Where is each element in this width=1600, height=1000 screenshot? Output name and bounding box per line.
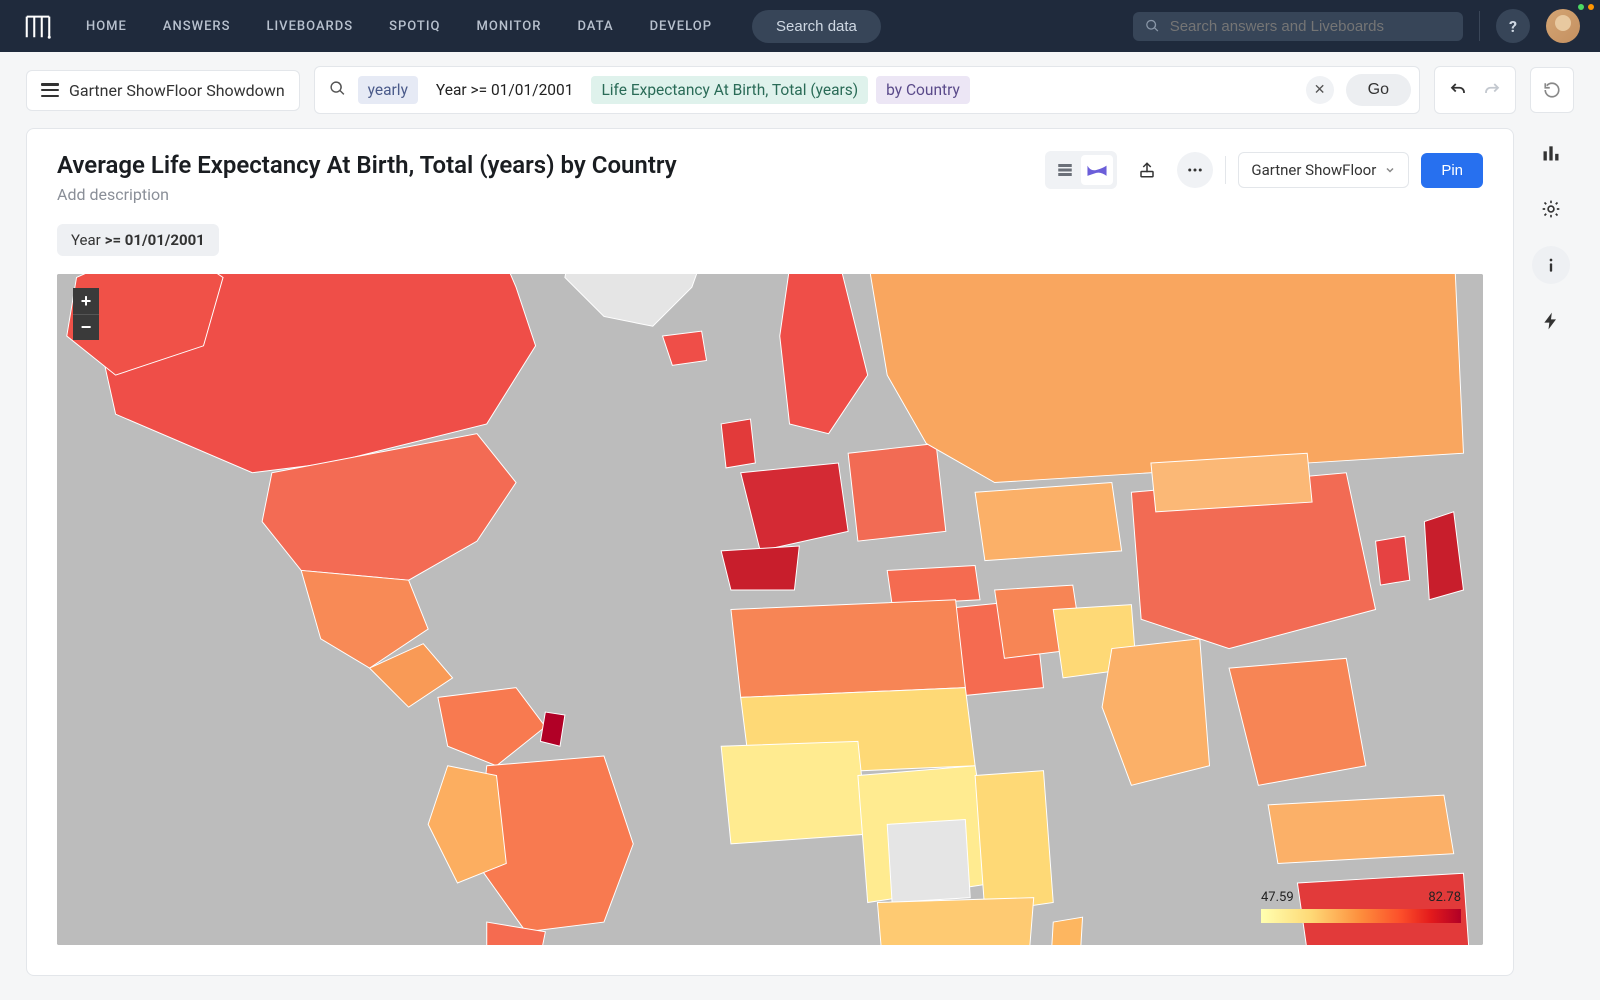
legend-min: 47.59: [1261, 890, 1294, 905]
region-russia[interactable]: [868, 274, 1464, 483]
region-southern-africa[interactable]: [877, 898, 1033, 945]
go-button[interactable]: Go: [1346, 74, 1411, 106]
nav-home[interactable]: HOME: [86, 19, 127, 34]
table-view-button[interactable]: [1049, 155, 1081, 185]
pin-button[interactable]: Pin: [1421, 153, 1483, 188]
query-token-yearly[interactable]: yearly: [358, 76, 418, 104]
nav-items: HOME ANSWERS LIVEBOARDS SPOTIQ MONITOR D…: [86, 19, 712, 34]
search-data-button[interactable]: Search data: [752, 10, 881, 43]
region-koreas[interactable]: [1376, 536, 1410, 585]
reset-button[interactable]: [1530, 67, 1574, 113]
region-spain-portugal[interactable]: [721, 546, 799, 590]
query-subbar: Gartner ShowFloor Showdown yearly Year >…: [0, 52, 1600, 128]
region-north-africa[interactable]: [731, 600, 965, 698]
app-logo[interactable]: [20, 8, 56, 44]
redo-button[interactable]: [1475, 73, 1509, 107]
map-zoom-controls: + −: [73, 288, 99, 340]
more-actions-button[interactable]: [1177, 152, 1213, 188]
rail-chart-config-button[interactable]: [1532, 134, 1570, 172]
region-west-africa[interactable]: [721, 741, 868, 844]
nav-spotiq[interactable]: SPOTIQ: [389, 19, 440, 34]
answer-card: Average Life Expectancy At Birth, Total …: [26, 128, 1514, 976]
nav-divider: [1479, 11, 1480, 41]
applied-filter-chip[interactable]: Year >= 01/01/2001: [57, 224, 219, 256]
region-guyana[interactable]: [540, 712, 564, 746]
zoom-in-button[interactable]: +: [73, 288, 99, 314]
query-bar[interactable]: yearly Year >= 01/01/2001 Life Expectanc…: [314, 66, 1420, 114]
choropleth-map[interactable]: + − 47.59 82.78: [57, 274, 1483, 945]
card-actions: Gartner ShowFloor Pin: [1045, 151, 1483, 189]
nav-data[interactable]: DATA: [577, 19, 613, 34]
chevron-down-icon: [1384, 164, 1396, 176]
global-search-input[interactable]: [1170, 18, 1451, 35]
window-indicator-dots: [1578, 4, 1594, 10]
query-token-year-filter[interactable]: Year >= 01/01/2001: [426, 76, 584, 104]
hamburger-icon: [41, 83, 59, 97]
chart-view-button[interactable]: [1081, 155, 1113, 185]
nav-monitor[interactable]: MONITOR: [477, 19, 542, 34]
nav-develop[interactable]: DEVELOP: [650, 19, 712, 34]
user-avatar[interactable]: [1546, 9, 1580, 43]
actions-divider: [1225, 156, 1226, 184]
top-nav: HOME ANSWERS LIVEBOARDS SPOTIQ MONITOR D…: [0, 0, 1600, 52]
map-legend: 47.59 82.78: [1261, 890, 1461, 923]
share-button[interactable]: [1129, 152, 1165, 188]
filter-chip-prefix: Year: [71, 231, 101, 249]
help-button[interactable]: ?: [1496, 9, 1530, 43]
global-search[interactable]: [1133, 12, 1463, 41]
region-kazakhstan[interactable]: [975, 483, 1122, 561]
liveboard-source-label: Gartner ShowFloor: [1251, 161, 1376, 179]
data-source-chip[interactable]: Gartner ShowFloor Showdown: [26, 70, 300, 111]
region-eastern-europe[interactable]: [848, 443, 946, 541]
legend-gradient: [1261, 909, 1461, 923]
region-uk-ireland[interactable]: [721, 419, 755, 468]
history-controls: [1434, 66, 1516, 114]
filter-chip-value: >= 01/01/2001: [105, 231, 205, 249]
region-indonesia[interactable]: [1268, 795, 1454, 863]
data-source-label: Gartner ShowFloor Showdown: [69, 81, 285, 100]
search-icon: [1145, 18, 1160, 34]
query-token-by-country[interactable]: by Country: [876, 76, 970, 104]
rail-spotiq-button[interactable]: [1532, 302, 1570, 340]
query-token-measure[interactable]: Life Expectancy At Birth, Total (years): [591, 76, 868, 104]
clear-query-button[interactable]: ✕: [1306, 76, 1334, 104]
liveboard-source-dropdown[interactable]: Gartner ShowFloor: [1238, 152, 1409, 188]
rail-settings-button[interactable]: [1532, 190, 1570, 228]
nav-liveboards[interactable]: LIVEBOARDS: [266, 19, 353, 34]
region-drc[interactable]: [887, 819, 970, 902]
main-area: Average Life Expectancy At Birth, Total …: [0, 128, 1600, 1000]
zoom-out-button[interactable]: −: [73, 314, 99, 340]
undo-button[interactable]: [1441, 73, 1475, 107]
answer-description[interactable]: Add description: [57, 185, 677, 204]
answer-title[interactable]: Average Life Expectancy At Birth, Total …: [57, 151, 677, 179]
region-mongolia[interactable]: [1151, 453, 1312, 512]
card-header: Average Life Expectancy At Birth, Total …: [57, 151, 1483, 204]
legend-max: 82.78: [1428, 890, 1461, 905]
region-turkey[interactable]: [887, 566, 980, 605]
nav-answers[interactable]: ANSWERS: [163, 19, 231, 34]
region-east-africa[interactable]: [975, 771, 1053, 913]
right-rail: [1528, 128, 1574, 976]
search-icon: [329, 80, 346, 101]
world-map-svg: [57, 274, 1483, 945]
rail-info-button[interactable]: [1532, 246, 1570, 284]
view-mode-toggle: [1045, 151, 1117, 189]
